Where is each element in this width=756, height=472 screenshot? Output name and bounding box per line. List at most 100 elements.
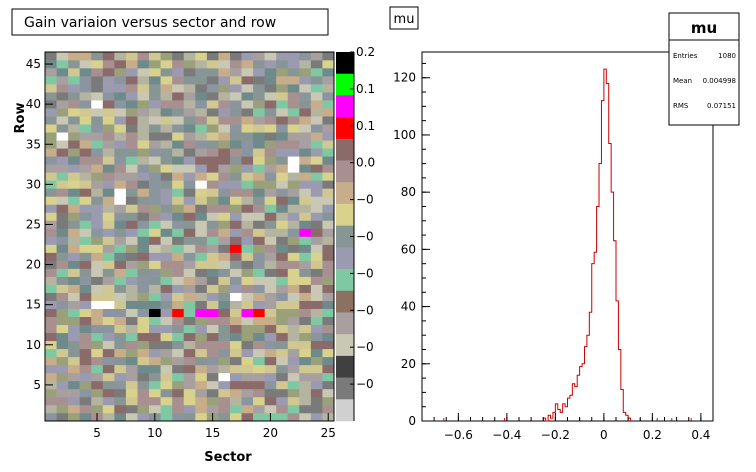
- heatmap-cell: [322, 116, 335, 125]
- heatmap-cell: [102, 212, 115, 221]
- heatmap-cell: [195, 316, 208, 326]
- heatmap-cell: [264, 124, 277, 133]
- heatmap-cell: [91, 340, 104, 350]
- heatmap-cell: [183, 108, 196, 117]
- heatmap-cell: [56, 364, 69, 374]
- heatmap-cell: [299, 300, 312, 309]
- colorbar-segment: [336, 117, 354, 140]
- heatmap-cell: [206, 132, 219, 141]
- heatmap-cell: [241, 268, 254, 277]
- heatmap-cell: [276, 156, 289, 165]
- heatmap-cell: [114, 404, 127, 414]
- heatmap-cell: [241, 140, 254, 149]
- heatmap-cell: [287, 116, 300, 125]
- heatmap-cell: [310, 100, 323, 109]
- heatmap-cell: [299, 276, 312, 285]
- heatmap-cell: [206, 236, 219, 245]
- histogram-y-tick-label: 100: [393, 128, 416, 142]
- heatmap-cell: [206, 356, 219, 366]
- colorbar-tick-label: −0: [356, 377, 374, 391]
- heatmap-cell: [322, 372, 335, 382]
- heatmap-highlight-cell: [287, 156, 300, 165]
- heatmap-cell: [229, 172, 242, 181]
- heatmap-cell: [125, 356, 138, 366]
- heatmap-cell: [195, 68, 208, 77]
- heatmap-cell: [322, 220, 335, 229]
- heatmap-cell: [276, 284, 289, 293]
- heatmap-cell: [253, 356, 265, 366]
- heatmap-cell: [45, 244, 57, 253]
- heatmap-cell: [56, 228, 69, 237]
- heatmap-cell: [79, 52, 92, 61]
- heatmap-cell: [322, 188, 335, 197]
- heatmap-cell: [68, 132, 80, 141]
- heatmap-cell: [183, 148, 196, 157]
- heatmap-cell: [114, 172, 127, 181]
- heatmap-cell: [79, 188, 92, 197]
- heatmap-cell: [322, 340, 335, 350]
- heatmap-cell: [183, 220, 196, 229]
- heatmap-cell: [137, 84, 150, 93]
- heatmap-cell: [125, 276, 138, 285]
- heatmap-y-tick-label: 20: [26, 258, 41, 272]
- heatmap-cell: [264, 164, 277, 173]
- heatmap-cell: [229, 140, 242, 149]
- heatmap-cell: [229, 284, 242, 293]
- heatmap-highlight-cell: [149, 308, 161, 318]
- heatmap-cell: [322, 348, 335, 358]
- heatmap-cell: [45, 68, 57, 77]
- heatmap-cell: [310, 372, 323, 382]
- histogram-y-axis: 0 20 40 60 80 100 120: [393, 62, 430, 428]
- heatmap-cell: [183, 100, 196, 109]
- heatmap-cell: [172, 100, 185, 109]
- heatmap-cell: [91, 188, 104, 197]
- heatmap-cell: [229, 340, 242, 350]
- heatmap-cell: [160, 124, 173, 133]
- heatmap-cell: [68, 228, 80, 237]
- heatmap-cell: [218, 60, 231, 69]
- heatmap-cell: [218, 92, 231, 101]
- heatmap-cell: [183, 340, 196, 350]
- heatmap-cell: [172, 316, 185, 326]
- heatmap-cell: [149, 364, 161, 374]
- heatmap-cell: [137, 164, 150, 173]
- heatmap-cell: [241, 356, 254, 366]
- heatmap-cell: [287, 52, 300, 61]
- heatmap-cell: [229, 52, 242, 61]
- heatmap-y-tick-label: 5: [33, 378, 41, 392]
- heatmap-cell: [241, 68, 254, 77]
- colorbar-tick-label: 0.1: [356, 82, 375, 96]
- heatmap-cell: [264, 364, 277, 374]
- heatmap-cell: [172, 244, 185, 253]
- heatmap-cell: [91, 348, 104, 358]
- histogram-y-tick-label: 40: [401, 300, 416, 314]
- heatmap-cell: [160, 260, 173, 269]
- heatmap-cell: [91, 308, 104, 318]
- heatmap-cell: [45, 164, 57, 173]
- heatmap-cell: [322, 60, 335, 69]
- heatmap-cell: [253, 244, 265, 253]
- heatmap-cell: [287, 356, 300, 366]
- heatmap-cell: [229, 276, 242, 285]
- colorbar-tick-label: −0: [356, 303, 374, 317]
- heatmap-cell: [172, 116, 185, 125]
- heatmap-cell: [137, 132, 150, 141]
- heatmap-cell: [218, 76, 231, 85]
- heatmap-cell: [218, 260, 231, 269]
- heatmap-cell: [310, 68, 323, 77]
- heatmap-cell: [183, 276, 196, 285]
- heatmap-cell: [322, 156, 335, 165]
- heatmap-cell: [253, 380, 265, 390]
- heatmap-cell: [264, 140, 277, 149]
- heatmap-cell: [79, 396, 92, 406]
- heatmap-cell: [310, 236, 323, 245]
- heatmap-cell: [253, 228, 265, 237]
- heatmap-cell: [149, 388, 161, 398]
- colorbar-tick-label: −0: [356, 230, 374, 244]
- heatmap-highlight-cell: [172, 308, 185, 318]
- heatmap-cell: [102, 204, 115, 213]
- heatmap-cell: [68, 332, 80, 342]
- heatmap-cell: [137, 124, 150, 133]
- heatmap-cell: [229, 364, 242, 374]
- heatmap-cell: [160, 332, 173, 342]
